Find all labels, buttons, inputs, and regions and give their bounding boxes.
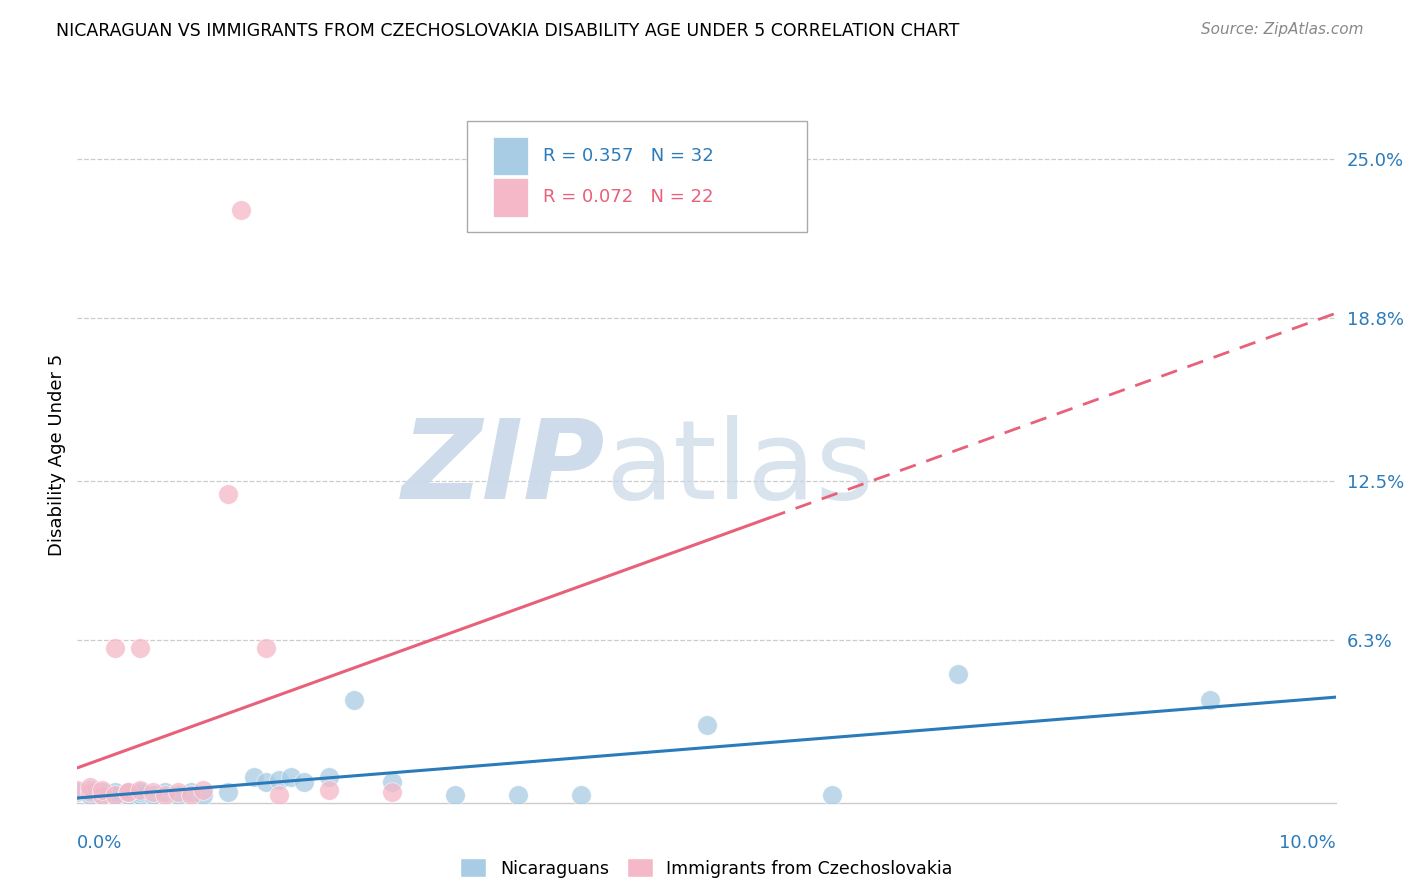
Point	[104, 788, 127, 802]
Point	[267, 772, 290, 787]
Point	[129, 783, 152, 797]
Point	[142, 788, 165, 802]
Point	[91, 788, 114, 802]
Text: R = 0.072   N = 22: R = 0.072 N = 22	[543, 188, 713, 206]
Point	[167, 785, 190, 799]
Point	[191, 783, 215, 797]
Point	[129, 788, 152, 802]
Text: R = 0.357   N = 32: R = 0.357 N = 32	[543, 147, 714, 165]
Point	[696, 718, 718, 732]
Point	[117, 785, 139, 799]
Point	[506, 788, 529, 802]
Point	[280, 770, 302, 784]
Text: 10.0%: 10.0%	[1279, 834, 1336, 852]
Text: 0.0%: 0.0%	[77, 834, 122, 852]
Point	[569, 788, 592, 802]
Text: ZIP: ZIP	[402, 416, 606, 523]
Point	[217, 486, 239, 500]
Point	[129, 785, 152, 799]
Point	[1199, 692, 1222, 706]
Text: atlas: atlas	[606, 416, 875, 523]
Point	[79, 780, 101, 795]
Point	[180, 788, 202, 802]
Point	[318, 770, 340, 784]
Y-axis label: Disability Age Under 5: Disability Age Under 5	[48, 354, 66, 556]
Point	[117, 785, 139, 799]
Point	[267, 788, 290, 802]
FancyBboxPatch shape	[492, 136, 527, 175]
Point	[254, 641, 277, 656]
Point	[79, 788, 101, 802]
Point	[79, 785, 101, 799]
Point	[117, 785, 139, 799]
Point	[191, 788, 215, 802]
Point	[104, 788, 127, 802]
Point	[117, 788, 139, 802]
Point	[381, 785, 404, 799]
Point	[318, 783, 340, 797]
Point	[821, 788, 844, 802]
Point	[217, 785, 239, 799]
Point	[292, 775, 315, 789]
Point	[79, 783, 101, 797]
Point	[444, 788, 467, 802]
FancyBboxPatch shape	[492, 178, 527, 217]
FancyBboxPatch shape	[467, 121, 807, 232]
Point	[229, 203, 252, 218]
Legend: Nicaraguans, Immigrants from Czechoslovakia: Nicaraguans, Immigrants from Czechoslova…	[453, 851, 960, 885]
Point	[104, 641, 127, 656]
Point	[91, 783, 114, 797]
Point	[66, 785, 89, 799]
Text: NICARAGUAN VS IMMIGRANTS FROM CZECHOSLOVAKIA DISABILITY AGE UNDER 5 CORRELATION : NICARAGUAN VS IMMIGRANTS FROM CZECHOSLOV…	[56, 22, 960, 40]
Point	[948, 667, 970, 681]
Point	[129, 641, 152, 656]
Point	[91, 788, 114, 802]
Point	[155, 788, 177, 802]
Point	[180, 785, 202, 799]
Point	[242, 770, 264, 784]
Point	[155, 785, 177, 799]
Point	[343, 692, 366, 706]
Point	[381, 775, 404, 789]
Point	[104, 785, 127, 799]
Point	[254, 775, 277, 789]
Text: Source: ZipAtlas.com: Source: ZipAtlas.com	[1201, 22, 1364, 37]
Point	[142, 785, 165, 799]
Point	[66, 783, 89, 797]
Point	[167, 788, 190, 802]
Point	[91, 785, 114, 799]
